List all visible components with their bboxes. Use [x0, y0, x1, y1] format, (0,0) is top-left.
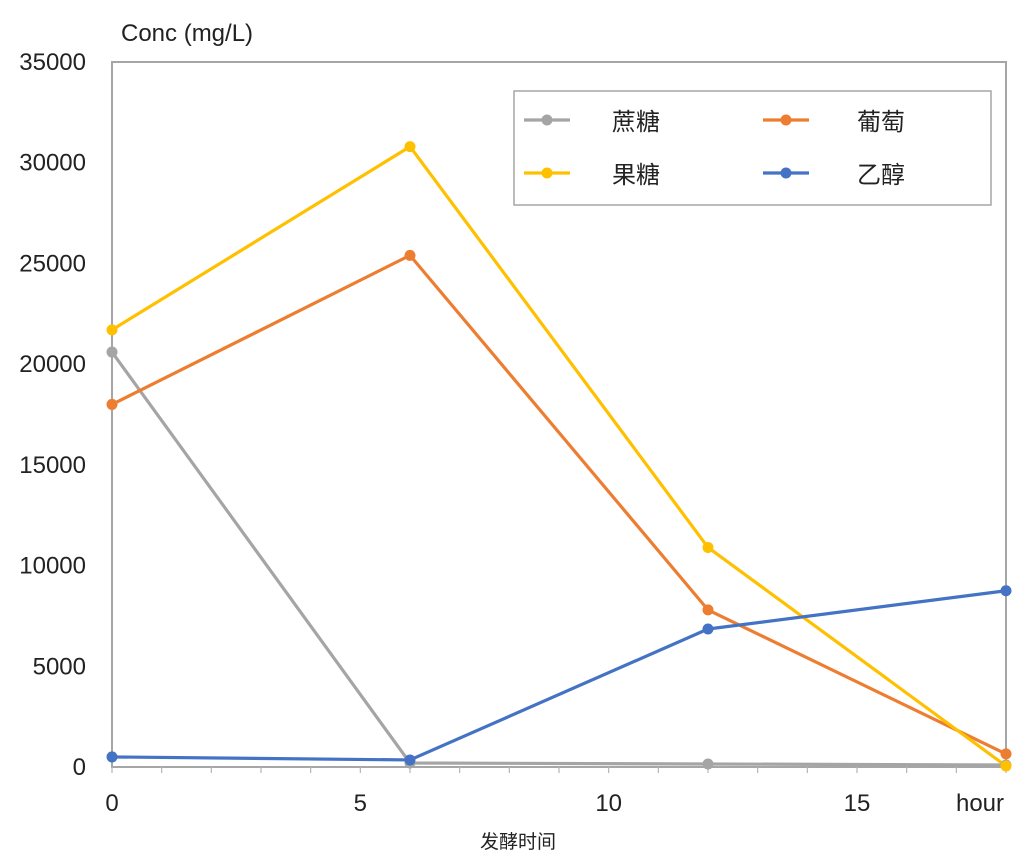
data-point-2	[1000, 748, 1012, 760]
x-axis-unit: hour	[956, 790, 1004, 817]
data-point-4	[106, 751, 118, 763]
y-tick-label: 35000	[19, 49, 86, 76]
data-point-4	[404, 754, 416, 766]
legend-marker	[541, 114, 553, 126]
series-line-4	[111, 589, 1007, 762]
data-point-1	[702, 758, 714, 770]
y-tick-label: 15000	[19, 452, 86, 479]
series-line-2	[111, 253, 1007, 756]
data-point-2	[702, 604, 714, 616]
legend-label: 果糖	[612, 162, 660, 189]
series-line-1	[110, 351, 1007, 767]
series-lines	[110, 145, 1007, 768]
legend-item: 果糖	[524, 162, 660, 189]
legend-marker	[780, 167, 792, 179]
legend-item: 葡萄	[763, 109, 905, 136]
legend-label: 蔗糖	[612, 109, 660, 136]
data-point-2	[106, 398, 118, 410]
legend-label: 葡萄	[857, 109, 905, 136]
x-axis-label: 发酵时间	[480, 831, 556, 853]
y-axis-label: Conc (mg/L)	[121, 20, 253, 47]
x-tick-label: 15	[844, 790, 871, 817]
legend-marker	[780, 114, 792, 126]
series-points	[106, 141, 1012, 772]
series-line-3	[111, 145, 1007, 768]
y-tick-label: 5000	[33, 653, 86, 680]
data-point-1	[106, 346, 118, 358]
y-tick-labels: 0 5000 10000 15000 20000 25000 30000 35000	[19, 49, 86, 781]
x-tick-labels: 0 5 10 15	[105, 790, 870, 817]
data-point-3	[404, 141, 416, 153]
data-point-2	[404, 249, 416, 261]
legend-item: 蔗糖	[524, 109, 660, 136]
y-tick-label: 10000	[19, 553, 86, 580]
data-point-3	[106, 324, 118, 336]
data-point-3	[1000, 760, 1012, 772]
legend-item: 乙醇	[763, 162, 905, 189]
y-tick-label: 20000	[19, 351, 86, 378]
x-tick-label: 5	[354, 790, 367, 817]
legend-marker	[541, 167, 553, 179]
legend-box	[513, 90, 992, 206]
y-tick-label: 25000	[19, 250, 86, 277]
x-tick-label: 10	[595, 790, 622, 817]
y-tick-label: 0	[73, 754, 86, 781]
data-point-4	[702, 623, 714, 635]
data-point-4	[1000, 585, 1012, 597]
data-point-3	[702, 541, 714, 553]
legend-label: 乙醇	[857, 162, 905, 189]
x-tick-label: 0	[105, 790, 118, 817]
y-tick-label: 30000	[19, 150, 86, 177]
